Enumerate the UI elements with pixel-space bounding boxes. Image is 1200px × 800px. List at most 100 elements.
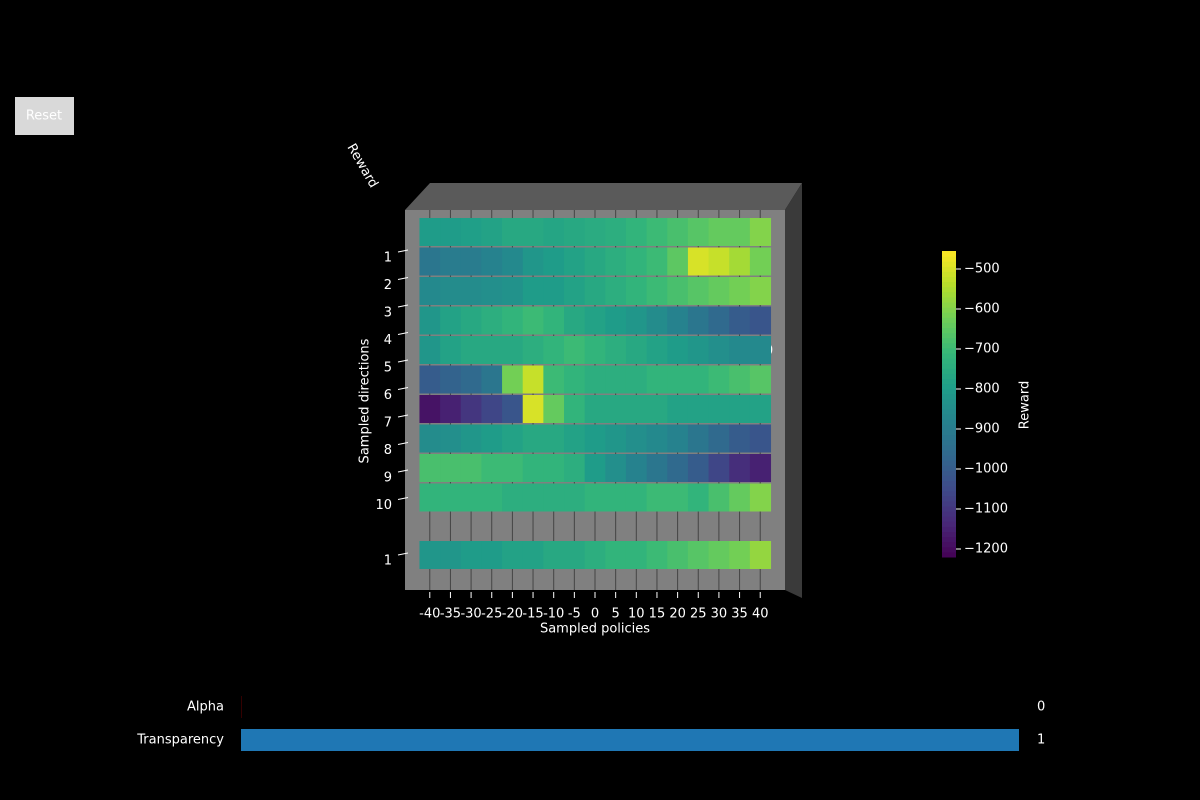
surface-cell [687,306,710,335]
surface-cell [419,277,441,305]
y-tick-label: 6 [384,388,392,403]
surface-cell [543,277,565,305]
colorbar-step [942,449,956,456]
colorbar-label: Reward [1018,381,1033,429]
surface-cell [687,483,710,512]
surface-cell [667,454,689,482]
surface-cell [564,336,586,364]
y-tick-label: 10 [375,498,392,513]
colorbar-step [942,444,956,451]
y-tick [397,442,409,445]
colorbar-step [942,317,956,323]
colorbar-step [942,404,956,410]
surface-cell [460,218,482,246]
surface-cell [729,277,751,305]
surface-cell [543,541,565,569]
surface-cell [564,306,586,335]
surface-cell [605,395,627,423]
surface-cell [481,277,503,305]
colorbar-step [942,332,956,339]
surface-cell [440,277,462,305]
colorbar-step [942,526,956,532]
surface-cell [543,454,565,482]
surface-cell [522,424,544,453]
y-tick [397,304,409,308]
y-tick [397,414,409,418]
colorbar-step [942,353,956,359]
surface-cell [584,483,606,512]
surface-cell [646,541,668,569]
colorbar-step [942,516,956,522]
x-tick-label: -15 [522,607,543,622]
colorbar-step [942,337,956,344]
surface-cell [625,336,648,364]
surface-cell [522,454,544,482]
colorbar-step [942,551,956,558]
surface-cell [729,336,751,364]
surface-cell [667,247,689,276]
surface-cell [729,541,751,569]
colorbar-step [942,296,956,303]
surface-cell [708,365,730,394]
x-tick-label: -20 [502,607,523,622]
colorbar-step [942,347,956,354]
surface-cell [440,306,462,335]
surface-cell [460,277,482,305]
surface-cell [625,454,648,482]
surface-cell [584,247,606,276]
surface-cell [605,541,627,569]
surface-cell [502,247,524,276]
colorbar-step [942,266,956,272]
slider-label: Alpha [187,700,224,715]
surface-cell [729,424,751,453]
x-tick-label: 35 [731,607,748,622]
surface-cell [749,365,772,394]
surface-cell [729,247,751,276]
surface-cell [708,541,730,569]
colorbar-step [942,327,956,334]
slider-fill[interactable] [241,729,1019,751]
surface-cell [460,541,482,569]
surface-cell [729,218,751,246]
slider-fill[interactable] [241,696,242,718]
surface-cell [667,306,689,335]
surface-cell [564,365,586,394]
surface-cell [543,424,565,453]
colorbar-step [942,429,956,436]
slider-value: 0 [1037,700,1045,715]
surface-cell [419,306,441,335]
colorbar-step [942,302,956,308]
x-tick-label: -5 [568,607,581,622]
y-tick-label: 1 [384,554,392,569]
colorbar-step [942,439,956,446]
colorbar-step [942,541,956,548]
surface-cell [605,336,627,364]
y-tick-label: 5 [384,361,392,376]
reset-label[interactable]: Reset [26,109,62,124]
surface-cell [522,541,544,569]
colorbar-tick-label: −1000 [964,462,1008,477]
reset-button[interactable] [15,97,74,135]
slider-track[interactable] [241,696,1019,718]
colorbar-tick-label: −1100 [964,502,1008,517]
colorbar-step [942,531,956,538]
y-tick-label: 7 [384,416,392,431]
colorbar-step [942,322,956,328]
colorbar-step [942,256,956,262]
surface-cell [749,454,772,482]
surface-cell [584,395,606,423]
surface-cell [502,454,524,482]
surface-cell [667,395,689,423]
surface-cell [749,424,772,453]
surface-cell [419,247,441,276]
surface-cell [749,395,772,423]
surface-cell [584,424,606,453]
x-axis-label: Sampled policies [540,622,650,637]
surface-cell [729,306,751,335]
colorbar-step [942,546,956,553]
surface-cell [440,483,462,512]
surface-cell [667,365,689,394]
surface-cell [687,541,710,569]
